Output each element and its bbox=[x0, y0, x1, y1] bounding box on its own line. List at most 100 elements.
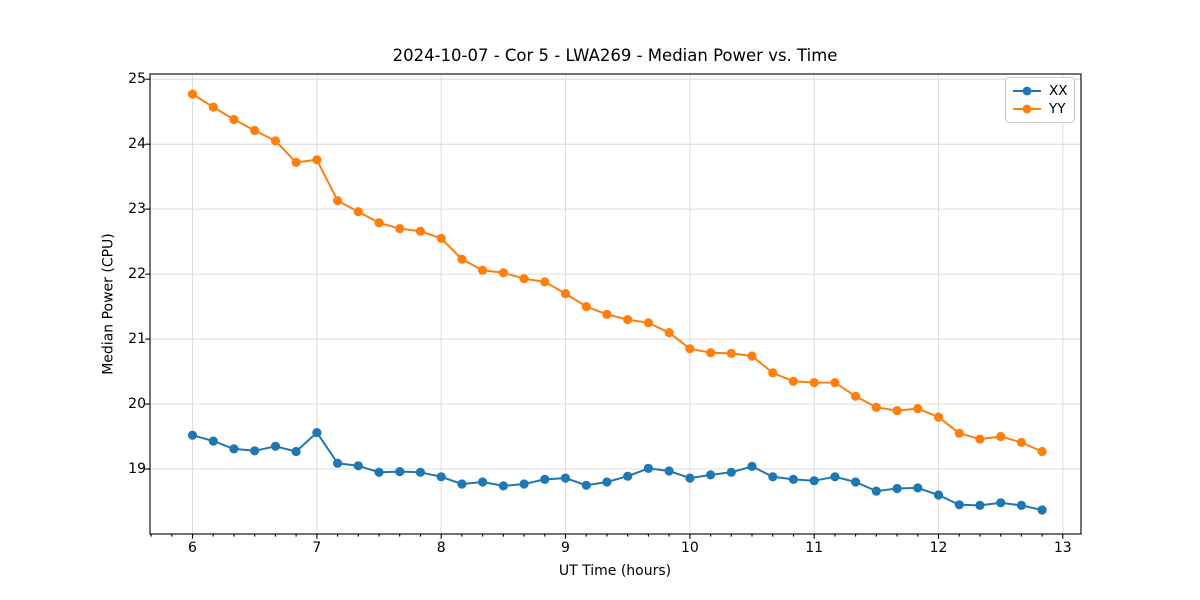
y-tick-label: 19 bbox=[128, 460, 146, 477]
data-point-yy bbox=[395, 224, 405, 234]
data-point-yy bbox=[457, 254, 467, 264]
data-point-yy bbox=[871, 402, 881, 412]
data-point-yy bbox=[933, 412, 944, 422]
data-point-xx bbox=[374, 467, 384, 477]
data-point-yy bbox=[726, 348, 736, 358]
y-tick-label: 21 bbox=[128, 330, 146, 347]
data-point-yy bbox=[685, 344, 695, 354]
x-tick-label: 6 bbox=[188, 540, 197, 556]
data-point-xx bbox=[1037, 505, 1047, 515]
legend-label-yy: YY bbox=[1049, 101, 1066, 117]
legend: XX YY bbox=[1005, 77, 1075, 123]
data-point-yy bbox=[333, 196, 343, 206]
chart-title: 2024-10-07 - Cor 5 - LWA269 - Median Pow… bbox=[392, 46, 838, 65]
data-point-xx bbox=[664, 466, 674, 476]
data-point-xx bbox=[975, 500, 985, 510]
data-point-yy bbox=[560, 289, 571, 299]
y-tick-label: 25 bbox=[128, 70, 146, 87]
data-point-xx bbox=[415, 467, 425, 477]
data-point-xx bbox=[498, 481, 508, 491]
data-point-xx bbox=[457, 479, 467, 489]
legend-swatch-xx-icon bbox=[1013, 86, 1041, 96]
data-point-yy bbox=[436, 233, 446, 243]
legend-swatch-yy-icon bbox=[1013, 104, 1041, 114]
data-point-yy bbox=[830, 378, 840, 388]
data-point-yy bbox=[664, 328, 674, 338]
series-line-xx bbox=[191, 431, 1044, 511]
data-point-yy bbox=[602, 309, 612, 319]
data-point-yy bbox=[851, 391, 861, 401]
data-point-xx bbox=[353, 461, 363, 471]
data-point-xx bbox=[187, 430, 198, 440]
data-point-xx bbox=[726, 467, 736, 477]
data-point-xx bbox=[560, 473, 571, 483]
series-line-yy bbox=[191, 93, 1044, 453]
data-point-yy bbox=[415, 226, 425, 236]
data-point-yy bbox=[581, 302, 591, 312]
data-point-yy bbox=[996, 431, 1006, 442]
x-tick-label: 9 bbox=[561, 540, 570, 556]
data-point-xx bbox=[892, 483, 902, 494]
data-point-yy bbox=[892, 406, 902, 416]
data-point-yy bbox=[498, 268, 508, 278]
data-point-yy bbox=[747, 351, 757, 361]
data-point-yy bbox=[250, 125, 260, 136]
y-axis-label: Median Power (CPU) bbox=[100, 233, 117, 375]
data-point-xx bbox=[519, 479, 529, 489]
data-point-yy bbox=[1016, 437, 1026, 447]
data-point-xx bbox=[851, 477, 861, 487]
data-point-xx bbox=[954, 500, 964, 510]
data-point-yy bbox=[374, 218, 384, 228]
data-point-xx bbox=[933, 490, 944, 500]
data-point-yy bbox=[788, 376, 799, 386]
data-point-yy bbox=[519, 274, 529, 284]
data-point-yy bbox=[1037, 446, 1047, 457]
data-point-xx bbox=[540, 474, 550, 484]
x-tick-label: 13 bbox=[1053, 540, 1072, 556]
data-point-yy bbox=[270, 136, 281, 146]
data-point-xx bbox=[809, 476, 819, 486]
data-point-xx bbox=[602, 477, 612, 487]
data-point-xx bbox=[788, 474, 799, 484]
x-tick-label: 7 bbox=[312, 540, 322, 556]
y-tick-label: 23 bbox=[128, 200, 146, 217]
data-point-yy bbox=[623, 315, 633, 325]
data-point-yy bbox=[478, 265, 488, 275]
data-point-yy bbox=[229, 114, 239, 125]
y-tick-label: 24 bbox=[128, 135, 146, 152]
data-point-xx bbox=[871, 486, 881, 496]
data-point-yy bbox=[312, 155, 322, 165]
x-axis-label: UT Time (hours) bbox=[558, 563, 672, 579]
data-point-xx bbox=[291, 446, 301, 457]
data-point-xx bbox=[1016, 500, 1026, 510]
data-point-yy bbox=[353, 207, 363, 217]
data-point-xx bbox=[436, 472, 446, 482]
data-point-yy bbox=[706, 348, 716, 358]
data-point-xx bbox=[643, 463, 654, 473]
data-point-xx bbox=[250, 446, 260, 456]
x-tick-label: 12 bbox=[929, 540, 948, 556]
data-point-xx bbox=[395, 467, 405, 477]
data-point-xx bbox=[229, 444, 239, 454]
legend-label-xx: XX bbox=[1049, 83, 1068, 99]
plot-border bbox=[149, 73, 1082, 535]
data-point-xx bbox=[312, 428, 322, 438]
data-point-yy bbox=[643, 318, 654, 328]
data-point-xx bbox=[623, 471, 633, 481]
data-point-yy bbox=[187, 89, 198, 99]
y-tick-label: 22 bbox=[128, 265, 146, 282]
data-point-xx bbox=[208, 436, 218, 446]
data-point-xx bbox=[685, 473, 695, 483]
x-tick-label: 10 bbox=[680, 540, 699, 556]
data-point-yy bbox=[208, 102, 218, 112]
data-point-xx bbox=[747, 461, 757, 471]
data-point-yy bbox=[291, 157, 301, 167]
legend-entry-yy: YY bbox=[1012, 100, 1068, 118]
data-point-yy bbox=[809, 378, 819, 388]
legend-entry-xx: XX bbox=[1012, 82, 1068, 100]
x-tick-label: 11 bbox=[805, 540, 824, 556]
data-point-xx bbox=[913, 483, 923, 493]
data-point-yy bbox=[913, 404, 923, 414]
